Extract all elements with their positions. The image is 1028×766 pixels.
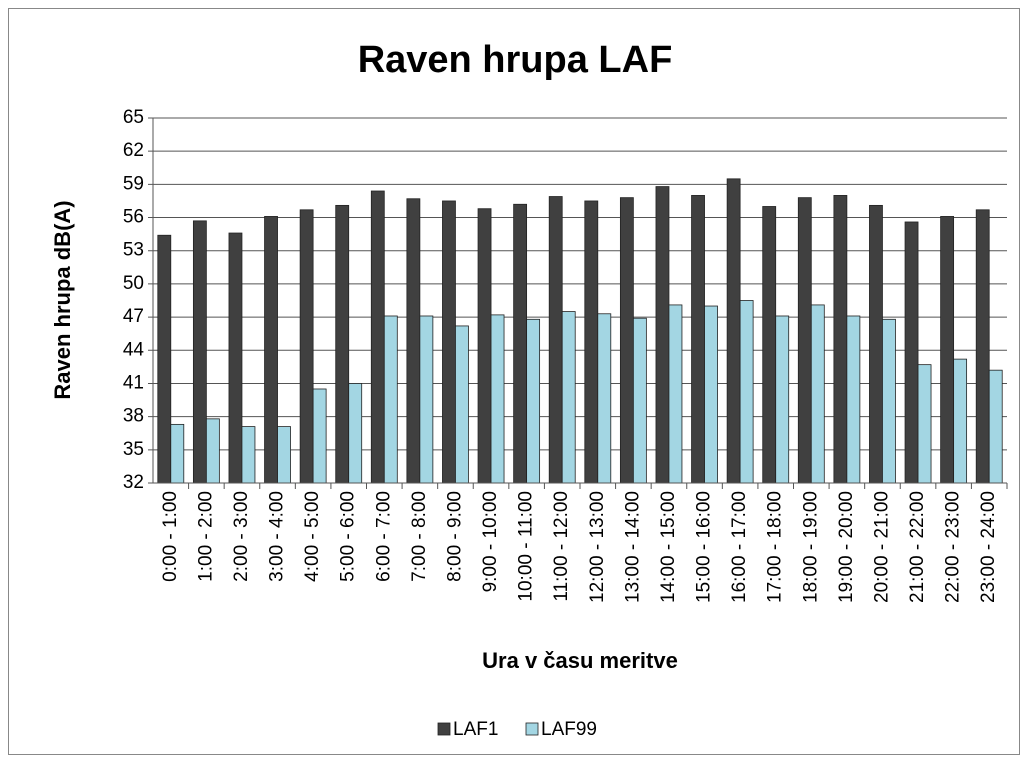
x-tick-label: 7:00 - 8:00 [409, 491, 430, 582]
bar [406, 198, 421, 484]
x-tick-label: 13:00 - 14:00 [622, 491, 643, 603]
bar [704, 305, 718, 484]
bar [335, 204, 350, 484]
legend-label: LAF99 [541, 719, 597, 740]
bar [584, 200, 599, 484]
y-axis-label: Raven hrupa dB(A) [50, 200, 75, 399]
bar [477, 208, 492, 484]
y-tick-label: 32 [123, 472, 144, 493]
bar [988, 369, 1003, 484]
bar [632, 317, 647, 484]
bar [668, 304, 683, 484]
bar [940, 216, 955, 484]
legend-swatch [437, 722, 451, 736]
x-tick-label: 9:00 - 10:00 [480, 491, 501, 592]
x-tick-label: 1:00 - 2:00 [195, 491, 216, 582]
bar [846, 315, 861, 484]
bar [655, 186, 670, 484]
bar [810, 304, 825, 484]
x-tick-label: 19:00 - 20:00 [836, 491, 857, 603]
bar [513, 203, 528, 484]
y-tick-label: 65 [123, 107, 144, 128]
y-tick-label: 35 [123, 439, 144, 460]
bar [975, 209, 990, 484]
legend-swatch [525, 722, 539, 736]
y-tick-label: 62 [123, 140, 144, 161]
x-tick-label: 22:00 - 23:00 [943, 491, 964, 603]
x-tick-label: 0:00 - 1:00 [160, 491, 181, 582]
bar [561, 311, 576, 484]
bar [170, 423, 185, 484]
bar [312, 388, 327, 484]
bar [299, 209, 314, 484]
bar [904, 221, 919, 484]
bar [869, 204, 883, 484]
bar [762, 206, 777, 484]
legend-label: LAF1 [453, 719, 498, 740]
bar [157, 234, 172, 484]
bar [383, 315, 398, 484]
x-tick-label: 16:00 - 17:00 [729, 491, 750, 603]
bar [348, 383, 363, 484]
bar [277, 426, 291, 484]
x-tick-label: 10:00 - 11:00 [516, 491, 537, 602]
x-axis-label: Ura v času meritve [482, 648, 678, 673]
y-tick-label: 50 [123, 273, 144, 294]
bar [953, 358, 968, 484]
bar [241, 426, 256, 484]
x-tick-label: 21:00 - 22:00 [907, 491, 928, 603]
bar [192, 220, 207, 484]
x-tick-label: 2:00 - 3:00 [231, 491, 252, 582]
bar [833, 195, 848, 484]
y-tick-label: 56 [123, 207, 144, 228]
bar [619, 197, 634, 484]
bar [691, 195, 705, 484]
chart-title: Raven hrupa LAF [358, 39, 673, 81]
bar [370, 190, 385, 484]
x-tick-label: 11:00 - 12:00 [551, 491, 572, 602]
bar [797, 197, 812, 484]
x-tick-label: 3:00 - 4:00 [267, 491, 288, 582]
y-tick-label: 38 [123, 406, 144, 427]
y-tick-label: 41 [123, 372, 144, 393]
bar [597, 313, 612, 484]
x-tick-label: 17:00 - 18:00 [765, 491, 786, 603]
bar [228, 232, 243, 484]
bar [526, 318, 541, 484]
x-tick-label: 5:00 - 6:00 [338, 491, 359, 582]
y-tick-label: 59 [123, 173, 144, 194]
bar [490, 314, 505, 484]
bar [917, 364, 932, 484]
x-tick-label: 6:00 - 7:00 [373, 491, 394, 582]
x-tick-label: 14:00 - 15:00 [658, 491, 679, 603]
x-tick-label: 8:00 - 9:00 [444, 491, 465, 582]
x-tick-label: 20:00 - 21:00 [871, 491, 892, 603]
x-tick-label: 15:00 - 16:00 [694, 491, 715, 603]
bar [775, 315, 790, 484]
bar [726, 178, 741, 484]
y-tick-label: 53 [123, 240, 144, 261]
bar [455, 325, 469, 484]
x-tick-label: 4:00 - 5:00 [302, 491, 323, 582]
bar [419, 315, 434, 484]
bar [548, 196, 563, 484]
bar [442, 200, 456, 484]
x-tick-label: 23:00 - 24:00 [978, 491, 999, 603]
bar [264, 216, 278, 484]
y-tick-label: 44 [123, 339, 145, 360]
y-tick-label: 47 [123, 306, 144, 327]
bar [882, 318, 896, 484]
bar [205, 418, 220, 484]
bar [739, 300, 754, 484]
x-tick-label: 18:00 - 19:00 [800, 491, 821, 603]
x-tick-label: 12:00 - 13:00 [587, 491, 608, 603]
